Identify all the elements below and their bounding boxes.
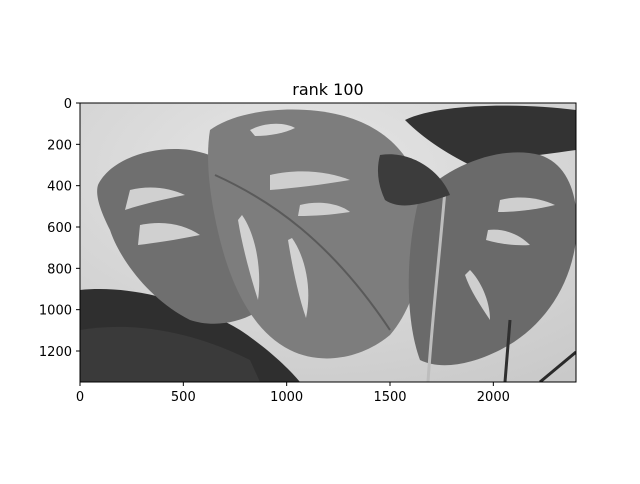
x-tick-label: 1000 [270, 390, 303, 405]
leaf-center-vein [214, 174, 391, 331]
y-tick-label: 1200 [39, 345, 72, 360]
leaf-center-slit-3 [238, 215, 260, 300]
leaf-center-slit-2 [298, 202, 350, 216]
stem-bottom-right [539, 350, 576, 382]
leaf-center [208, 109, 424, 359]
y-tick-label: 600 [47, 221, 72, 236]
leaf-right-slit [465, 270, 490, 320]
leaf-left-slit [125, 187, 185, 210]
x-tick-label: 2000 [477, 390, 510, 405]
axes-frame [79, 102, 577, 383]
leaf-right-slit-3 [486, 229, 530, 246]
x-axis: 0 500 1000 1500 2000 [76, 382, 510, 405]
y-tick-label: 400 [47, 180, 72, 195]
leaf-center-hole [250, 123, 295, 136]
x-tick-label: 0 [76, 390, 84, 405]
plot-title: rank 100 [292, 80, 363, 99]
x-tick-label: 1500 [373, 390, 406, 405]
y-tick-label: 1000 [39, 304, 72, 319]
leaf-lower-left-2 [80, 326, 260, 382]
y-tick-label: 200 [47, 138, 72, 153]
y-tick-label: 800 [47, 262, 72, 277]
x-tick-label: 500 [171, 390, 196, 405]
leaf-center-slit-4 [288, 238, 309, 318]
y-axis: 0 200 400 600 800 1000 1200 [39, 97, 80, 360]
leaf-right-slit-2 [498, 197, 555, 212]
stem-bottom-mid [503, 319, 512, 382]
leaf-left-slit-2 [138, 223, 200, 245]
leaf-right-stem [426, 189, 447, 382]
leaf-center-slit [270, 171, 350, 190]
y-tick-label: 0 [64, 97, 72, 112]
leaf-top-right [405, 105, 576, 165]
leaf-middle-dark [377, 154, 450, 206]
image [80, 103, 576, 382]
